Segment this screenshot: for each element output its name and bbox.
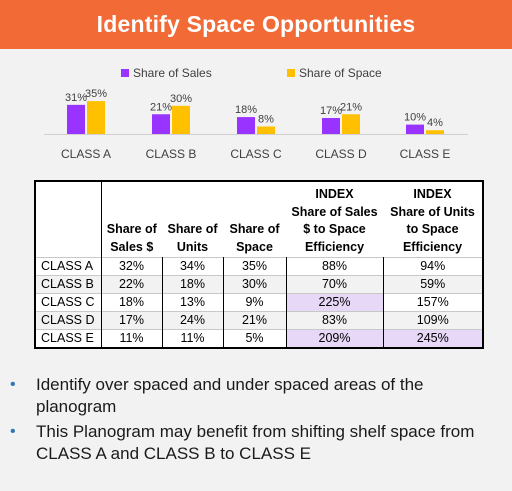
table-cell: 70% [286, 275, 384, 294]
table-cell: 35% [223, 257, 287, 276]
table-cell: 18% [101, 293, 163, 312]
table-cell: 21% [223, 311, 287, 330]
bar-0-0 [67, 104, 85, 134]
header-line: Share of Units [390, 204, 475, 219]
row-label: CLASS C [35, 293, 102, 312]
bar-1-3 [342, 114, 360, 134]
table-row: CLASS A 32% 34% 35% 88% 94% [35, 257, 484, 276]
table-cell: 11% [162, 329, 224, 348]
table-row: CLASS C 18% 13% 9% 225% 157% [35, 293, 484, 312]
bullet-item: • Identify over spaced and under spaced a… [10, 374, 500, 418]
table-cell: 245% [383, 329, 484, 348]
table-header-row: Share of Sales $ Share of Units Share of Spac… [35, 181, 483, 258]
bullet-item: • This Planogram may benefit from shiftin… [10, 421, 500, 465]
header-line: Share of [229, 222, 280, 236]
table-cell: 109% [383, 311, 484, 330]
column-header-0 [35, 181, 102, 258]
title-banner: Identify Space Opportunities [0, 0, 512, 49]
table-row: CLASS E 11% 11% 5% 209% 245% [35, 329, 484, 348]
bar-1-0 [87, 101, 105, 134]
x-tick-label-1: CLASS B [146, 147, 197, 161]
table-body: CLASS A 32% 34% 35% 88% 94% CLASS B 22% 18% 30% 70… [35, 257, 484, 348]
bar-1-1 [172, 105, 190, 134]
column-header-2: Share of Units [162, 181, 223, 258]
column-header-5: INDEX Share of Units to Space Efficiency [383, 181, 483, 258]
header-line: INDEX [315, 187, 354, 201]
bar-chart-svg: Share of Sales Share of Space 31%35% CLASS … [44, 66, 468, 161]
legend-label-1: Share of Space [299, 66, 382, 80]
table-cell: 209% [286, 329, 384, 348]
column-header-1: Share of Sales $ [101, 181, 162, 258]
header-line: Efficiency [402, 239, 463, 254]
table-cell: 34% [162, 257, 224, 276]
legend-swatch-0 [121, 69, 129, 77]
row-label: CLASS A [35, 257, 102, 276]
bullet-dot-icon: • [10, 423, 16, 440]
bar-0-1 [152, 114, 170, 134]
header-line: Space [236, 239, 273, 254]
table-cell: 22% [101, 275, 163, 294]
bar-0-3 [322, 118, 340, 134]
row-label: CLASS B [35, 275, 102, 294]
bar-0-4 [406, 124, 424, 134]
efficiency-table: Share of Sales $ Share of Units Share of Spac… [34, 180, 484, 349]
bar-1-2 [257, 126, 275, 134]
table-cell: 94% [383, 257, 484, 276]
bar-1-4 [426, 130, 444, 134]
table-cell: 9% [223, 293, 287, 312]
table-cell: 5% [223, 329, 287, 348]
data-label-1-2: 8% [258, 113, 274, 125]
header-line: INDEX [413, 187, 452, 201]
data-label-0-4: 10% [404, 112, 426, 124]
bullet-list: • Identify over spaced and under spaced a… [10, 374, 500, 468]
table-cell: 11% [101, 329, 163, 348]
data-label-1-1: 30% [170, 93, 192, 105]
bar-0-2 [237, 117, 255, 134]
data-label-0-0: 31% [65, 92, 87, 104]
header-line: $ to Space [303, 222, 366, 236]
x-tick-label-3: CLASS D [315, 147, 367, 161]
table-cell: 83% [286, 311, 384, 330]
table-cell: 13% [162, 293, 224, 312]
table-cell: 59% [383, 275, 484, 294]
table-cell: 88% [286, 257, 384, 276]
data-label-1-3: 21% [340, 101, 362, 113]
data-label-1-4: 4% [427, 117, 443, 129]
legend-swatch-1 [287, 69, 295, 77]
table-cell: 24% [162, 311, 224, 330]
table-cell: 30% [223, 275, 287, 294]
table-cell: 157% [383, 293, 484, 312]
x-tick-label-0: CLASS A [61, 147, 111, 161]
data-label-0-3: 17% [320, 105, 342, 117]
bullet-dot-icon: • [10, 376, 16, 393]
data-label-0-1: 21% [150, 101, 172, 113]
header-line: to Space [406, 222, 459, 236]
table-cell: 18% [162, 275, 224, 294]
efficiency-table-wrap: Share of Sales $ Share of Units Share of Spac… [34, 180, 484, 349]
bullet-text: Identify over spaced and under spaced ar… [36, 375, 424, 416]
table-row: CLASS B 22% 18% 30% 70% 59% [35, 275, 484, 294]
table-row: CLASS D 17% 24% 21% 83% 109% [35, 311, 484, 330]
header-line: Sales $ [110, 239, 154, 254]
header-line: Share of Sales [291, 204, 378, 219]
legend-label-0: Share of Sales [133, 66, 212, 80]
data-label-1-0: 35% [85, 88, 107, 100]
row-label: CLASS E [35, 329, 102, 348]
x-tick-label-2: CLASS C [230, 147, 282, 161]
column-header-3: Share of Space [223, 181, 286, 258]
table-cell: 17% [101, 311, 163, 330]
row-label: CLASS D [35, 311, 102, 330]
table-cell: 225% [286, 293, 384, 312]
header-line: Efficiency [304, 239, 365, 254]
header-line: Share of [167, 222, 218, 236]
x-tick-label-4: CLASS E [400, 147, 451, 161]
bullet-text: This Planogram may benefit from shifting… [36, 422, 475, 463]
share-bar-chart: Share of Sales Share of Space 31% 35% CLASS … [0, 52, 512, 170]
header-line: Share of [106, 222, 157, 236]
table-cell: 32% [101, 257, 163, 276]
column-header-4: INDEX Share of Sales $ to Space Efficiency [286, 181, 383, 258]
page-title: Identify Space Opportunities [96, 11, 416, 37]
data-label-0-2: 18% [235, 104, 257, 116]
header-line: Units [176, 239, 209, 254]
